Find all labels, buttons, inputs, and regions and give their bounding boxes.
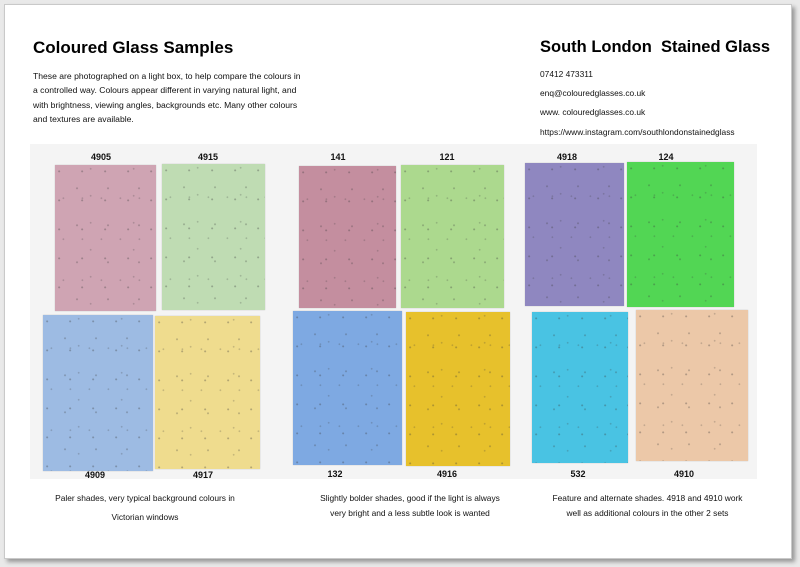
sample-code-141: 141	[330, 152, 346, 162]
glass-swatch-4910	[636, 310, 748, 461]
sample-code-4905: 4905	[90, 152, 112, 162]
set3-caption-line1: Feature and alternate shades. 4918 and 4…	[552, 493, 743, 503]
glass-swatch-4916	[406, 312, 510, 466]
sample-code-532: 532	[570, 469, 586, 479]
set3-caption-line2: well as additional colours in the other …	[566, 508, 729, 518]
set1-caption-line2: Victorian windows	[111, 512, 179, 522]
phone-number: 07412 473311	[540, 69, 593, 79]
set3-caption: Feature and alternate shades. 4918 and 4…	[535, 491, 760, 521]
set2-caption-line2: very bright and a less subtle look is wa…	[330, 508, 490, 518]
sample-code-132: 132	[327, 469, 343, 479]
set1-caption-line1: Paler shades, very typical background co…	[55, 493, 235, 503]
glass-swatch-4917	[155, 316, 260, 469]
page-title: Coloured Glass Samples	[33, 38, 234, 57]
email-address[interactable]: enq@colouredglasses.co.uk	[540, 88, 646, 98]
glass-swatch-132	[293, 311, 402, 465]
glass-swatch-121	[401, 165, 504, 308]
glass-swatch-4918	[525, 163, 624, 306]
set2-caption-line1: Slightly bolder shades, good if the ligh…	[320, 493, 500, 503]
glass-swatch-4909	[43, 315, 153, 471]
set1-caption: Paler shades, very typical background co…	[40, 491, 250, 525]
website-address[interactable]: www. colouredglasses.co.uk	[540, 107, 646, 117]
glass-swatch-532	[532, 312, 628, 463]
glass-swatch-4915	[162, 164, 265, 310]
company-name: South London Stained Glass	[540, 38, 771, 56]
set2-caption: Slightly bolder shades, good if the ligh…	[300, 491, 520, 521]
sample-code-4916: 4916	[436, 469, 458, 479]
sample-code-4915: 4915	[197, 152, 219, 162]
instagram-link[interactable]: https://www.instagram.com/southlondonsta…	[540, 127, 735, 137]
glass-swatch-124	[627, 162, 734, 307]
glass-swatch-141	[299, 166, 396, 308]
sample-code-4909: 4909	[84, 470, 106, 480]
sample-code-121: 121	[439, 152, 455, 162]
intro-paragraph: These are photographed on a light box, t…	[33, 71, 301, 124]
sample-code-4917: 4917	[192, 470, 214, 480]
sample-code-4910: 4910	[673, 469, 695, 479]
glass-swatch-4905	[55, 165, 156, 311]
sample-code-124: 124	[658, 152, 674, 162]
sample-code-4918: 4918	[556, 152, 578, 162]
